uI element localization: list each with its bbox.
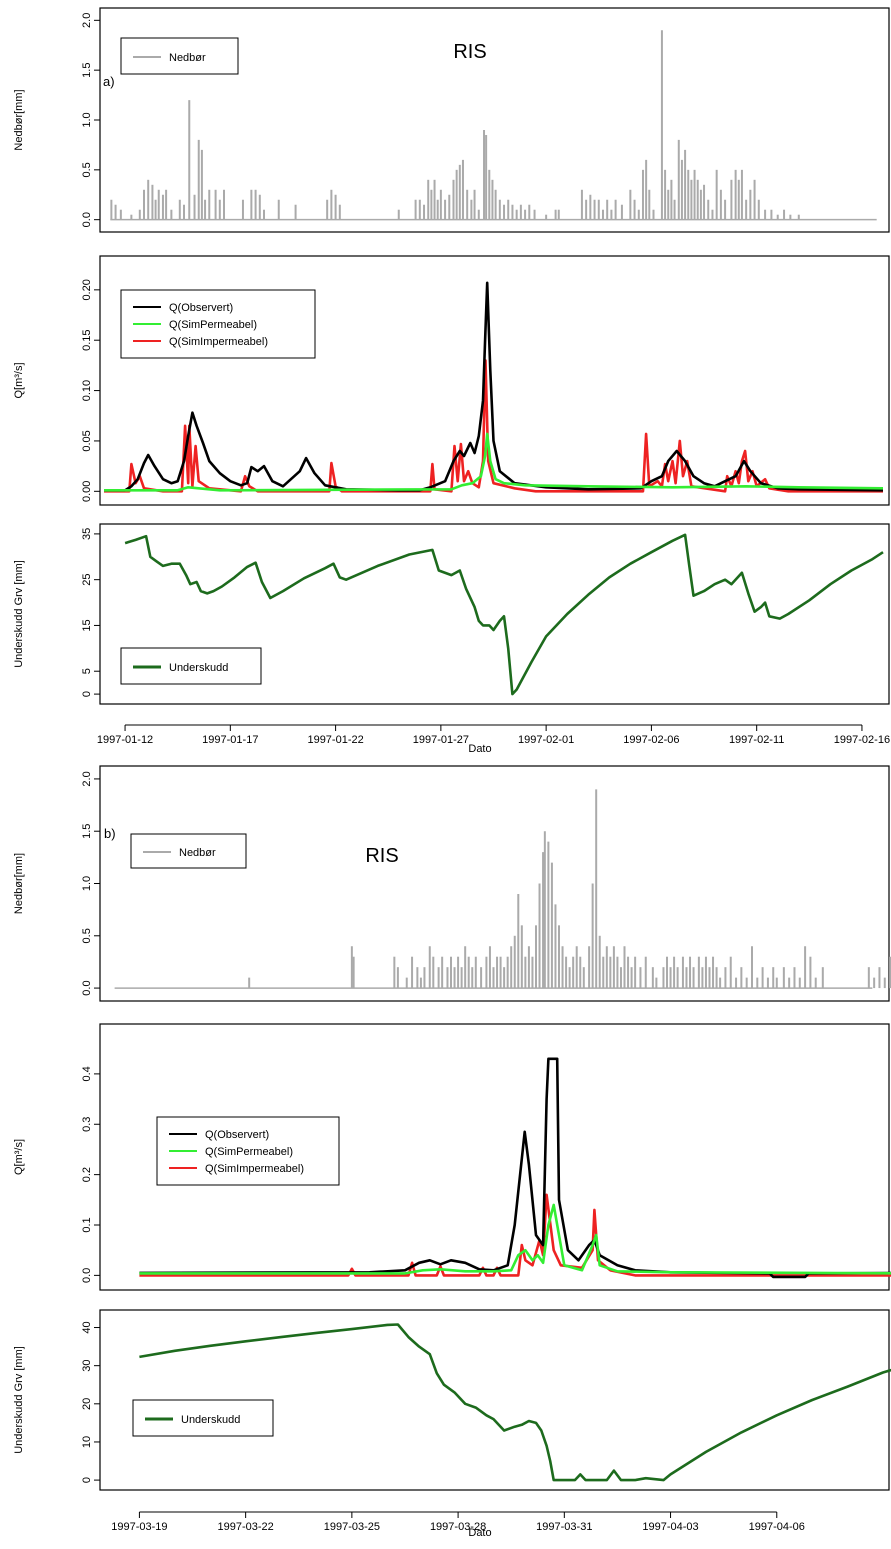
x-tick-label: 1997-02-01 — [518, 734, 574, 746]
x-tick-label: 1997-02-16 — [834, 734, 890, 746]
legend: Nedbør — [130, 833, 247, 869]
chart-title: RIS — [365, 845, 398, 867]
panel-letter: b) — [104, 826, 116, 841]
y-tick-label: 0.5 — [81, 162, 93, 177]
y-tick-label: 0.15 — [81, 329, 93, 350]
x-tick-label: 1997-03-25 — [324, 1521, 380, 1533]
y-axis-label: Underskudd Grv [mm] — [13, 1346, 25, 1454]
panel-letter: a) — [103, 74, 115, 89]
y-tick-label: 0.10 — [81, 380, 93, 401]
panel-a-discharge: 0.000.050.100.150.20Q[m³/s]Q(Observert)Q… — [13, 255, 890, 506]
y-tick-label: 0.0 — [81, 212, 93, 227]
plot-frame — [99, 255, 890, 506]
y-tick-label: 2.0 — [81, 771, 93, 786]
legend: Nedbør — [120, 37, 239, 75]
legend-box — [120, 37, 239, 75]
y-axis-label: Nedbør[mm] — [13, 853, 25, 914]
legend-label: Q(SimPermeabel) — [169, 319, 257, 331]
y-tick-label: 35 — [81, 528, 93, 540]
y-tick-label: 0.2 — [81, 1167, 93, 1182]
plot-frame — [99, 523, 890, 705]
series-line — [124, 533, 884, 696]
plot-frame — [99, 765, 890, 1002]
series-line — [104, 432, 884, 492]
y-tick-label: 15 — [81, 619, 93, 631]
y-axis-label: Q[m³/s] — [13, 362, 25, 398]
legend: Underskudd — [120, 647, 262, 685]
y-tick-label: 20 — [81, 1398, 93, 1410]
y-tick-label: 0.3 — [81, 1117, 93, 1132]
plot-frame — [99, 1023, 890, 1291]
x-tick-label: 1997-03-28 — [430, 1521, 486, 1533]
legend-label: Q(SimImpermeabel) — [169, 336, 268, 348]
y-tick-label: 25 — [81, 574, 93, 586]
panel-b-precipitation: 0.0 0.5 1.0 1.5 2.0 Nedbør[mm] RIS b) Nedbør — [13, 765, 891, 1002]
x-tick-label: 1997-01-12 — [97, 734, 153, 746]
y-tick-label: 0.20 — [81, 279, 93, 300]
legend-label: Q(Observert) — [205, 1129, 269, 1141]
x-tick-label: 1997-01-17 — [202, 734, 258, 746]
panel-b-discharge: 0.0 0.1 0.2 0.3 0.4 Q[m³/s] Q(Observert) Q(SimP… — [13, 1023, 891, 1291]
series-line — [104, 281, 884, 492]
legend-label: Nedbør — [179, 847, 216, 859]
x-tick-label: 1997-04-06 — [749, 1521, 805, 1533]
x-tick-label: 1997-04-03 — [642, 1521, 698, 1533]
legend: Q(Observert) Q(SimPermeabel) Q(SimImpermea… — [156, 1116, 340, 1186]
legend-label: Nedbør — [169, 52, 206, 64]
y-tick-label: 40 — [81, 1321, 93, 1333]
legend-label: Underskudd — [169, 662, 228, 674]
x-tick-label: 1997-02-11 — [729, 734, 784, 746]
series-line — [139, 1203, 891, 1275]
y-tick-label: 0 — [81, 691, 93, 697]
y-tick-label: 30 — [81, 1360, 93, 1372]
chart-title: RIS — [453, 41, 486, 63]
y-tick-label: 10 — [81, 1436, 93, 1448]
legend-label: Q(SimPermeabel) — [205, 1146, 293, 1158]
y-axis-label: Underskudd Grv [mm] — [13, 560, 25, 668]
y-tick-label: 1.5 — [81, 63, 93, 78]
y-tick-label: 1.0 — [81, 112, 93, 127]
y-tick-label: 0.05 — [81, 430, 93, 451]
x-tick-label: 1997-03-22 — [217, 1521, 273, 1533]
legend-label: Q(SimImpermeabel) — [205, 1163, 304, 1175]
x-axis-label: Dato — [468, 1527, 491, 1539]
y-axis-label: Nedbør[mm] — [13, 89, 25, 150]
x-axis-label: Dato — [468, 743, 491, 755]
series-line — [139, 1323, 891, 1482]
y-tick-label: 0.0 — [81, 980, 93, 995]
legend-label: Underskudd — [181, 1414, 240, 1426]
panel-a-precipitation: 0.0 0.5 1.0 1.5 2.0 Nedbør[mm] RIS a) Nedbør — [13, 7, 890, 233]
legend: Q(Observert) Q(SimPermeabel) Q(SimImpermea… — [120, 289, 316, 359]
y-tick-label: 0.00 — [81, 481, 93, 502]
panel-a-deficit: 0 5 15 25 35 Underskudd Grv [mm] Underskudd 199… — [13, 523, 890, 755]
legend-label: Q(Observert) — [169, 302, 233, 314]
y-tick-label: 0 — [81, 1477, 93, 1483]
panel-b-deficit: 0 10 20 30 40 Underskudd Grv [mm] Underskudd 19… — [13, 1309, 891, 1539]
y-tick-label: 1.0 — [81, 876, 93, 891]
y-tick-label: 5 — [81, 668, 93, 674]
x-tick-label: 1997-01-22 — [307, 734, 363, 746]
y-tick-label: 0.4 — [81, 1066, 93, 1081]
y-tick-label: 0.0 — [81, 1268, 93, 1283]
y-tick-label: 0.1 — [81, 1217, 93, 1232]
y-tick-label: 1.5 — [81, 824, 93, 839]
x-tick-label: 1997-03-19 — [111, 1521, 167, 1533]
legend: Underskudd — [132, 1399, 274, 1437]
y-axis-label: Q[m³/s] — [13, 1139, 25, 1175]
plot-frame — [99, 1309, 890, 1491]
x-tick-label: 1997-01-27 — [413, 734, 469, 746]
x-tick-label: 1997-03-31 — [536, 1521, 592, 1533]
x-tick-label: 1997-02-06 — [623, 734, 679, 746]
y-tick-label: 0.5 — [81, 928, 93, 943]
y-tick-label: 2.0 — [81, 13, 93, 28]
